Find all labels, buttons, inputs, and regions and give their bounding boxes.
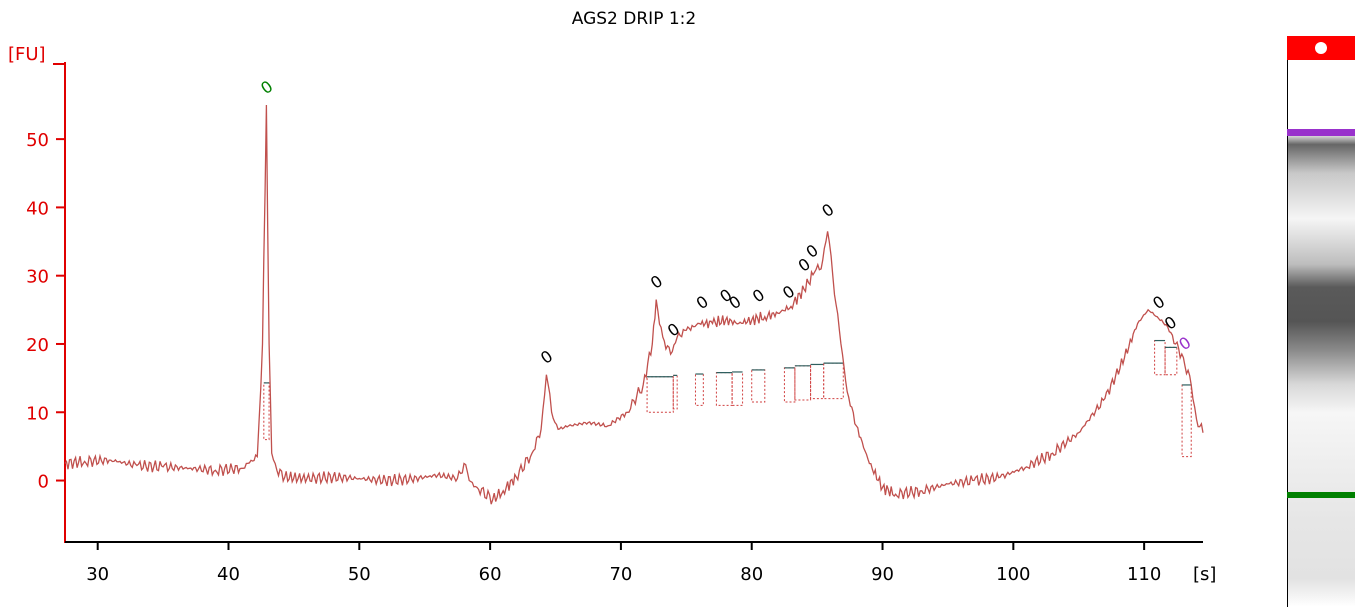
y-tick-label: 10 <box>26 403 49 424</box>
x-axis-label: [s] <box>1193 564 1216 585</box>
integration-region <box>823 362 844 400</box>
trace-line <box>64 104 1204 505</box>
integration-region <box>646 376 674 413</box>
peak-label: 0 <box>664 319 683 340</box>
integration-region <box>672 374 678 410</box>
gel-lane-background <box>1287 36 1355 607</box>
y-tick-group: 0 10 20 30 40 50 <box>26 130 65 493</box>
y-tick-label: 40 <box>26 198 49 219</box>
integration-regions <box>263 339 1192 458</box>
x-tick-group: 30 40 50 60 70 80 90 100 110 <box>86 542 1161 585</box>
peak-label: 0 <box>693 292 712 313</box>
peak-label: 0 <box>1175 333 1194 354</box>
gel-well-icon <box>1315 42 1327 54</box>
integration-region <box>1154 340 1166 376</box>
x-tick-label: 50 <box>348 564 371 585</box>
x-tick-label: 30 <box>86 564 109 585</box>
peak-label: 0 <box>257 77 276 98</box>
gel-lower-marker-band <box>1287 492 1355 498</box>
integration-region <box>751 369 766 403</box>
y-tick-label: 50 <box>26 130 49 151</box>
x-tick-label: 100 <box>996 564 1030 585</box>
y-axis-label: [FU] <box>8 44 46 65</box>
peak-label: 0 <box>1161 312 1180 333</box>
peak-label: 0 <box>1149 292 1168 313</box>
peak-label: 0 <box>818 200 837 221</box>
peak-label: 0 <box>725 292 744 313</box>
x-tick-label: 110 <box>1127 564 1161 585</box>
peak-label: 0 <box>749 285 768 306</box>
x-tick-label: 70 <box>609 564 632 585</box>
integration-region <box>731 371 744 406</box>
integration-region <box>694 373 704 406</box>
gel-lane <box>1287 36 1355 607</box>
x-tick-label: 90 <box>871 564 894 585</box>
integration-region <box>783 367 796 403</box>
y-tick-label: 30 <box>26 267 49 288</box>
chart-title: AGS2 DRIP 1:2 <box>572 9 696 29</box>
x-tick-label: 40 <box>217 564 240 585</box>
peak-label: 0 <box>647 271 666 292</box>
integration-region <box>263 382 270 441</box>
integration-region <box>810 363 825 400</box>
integration-region <box>715 372 733 406</box>
integration-region <box>794 365 812 401</box>
gel-upper-marker-band <box>1287 129 1355 136</box>
peak-label: 0 <box>537 346 556 367</box>
x-tick-label: 80 <box>740 564 763 585</box>
y-tick-label: 0 <box>38 472 49 493</box>
x-tick-label: 60 <box>479 564 502 585</box>
y-tick-label: 20 <box>26 335 49 356</box>
integration-region <box>1181 384 1192 458</box>
electropherogram-chart: AGS2 DRIP 1:2 [FU] [s] 0 10 20 30 40 50 30 40 5… <box>8 9 1216 585</box>
integration-region <box>1164 346 1178 376</box>
